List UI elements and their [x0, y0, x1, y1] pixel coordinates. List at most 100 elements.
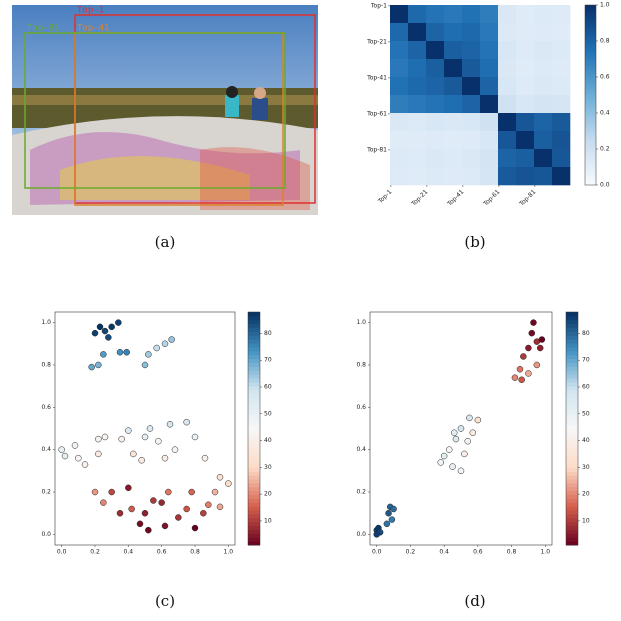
point	[216, 473, 224, 481]
colorbar-segment	[248, 378, 260, 383]
colorbar-segment	[585, 83, 596, 87]
point	[533, 361, 541, 369]
colorbar-segment	[585, 74, 596, 78]
y-tick-label: Top-1	[370, 2, 387, 9]
colorbar-tick-label: 0.2	[600, 146, 610, 153]
colorbar-segment	[248, 517, 260, 523]
colorbar-tick-label: 80	[582, 330, 590, 337]
colorbar-segment	[248, 455, 260, 461]
point	[388, 516, 396, 523]
y-tick-label: 0.6	[356, 404, 366, 411]
colorbar-segment	[248, 525, 260, 530]
colorbar-segment	[566, 498, 578, 503]
colorbar-frame	[247, 311, 261, 546]
point	[440, 452, 448, 460]
colorbar-segment	[248, 381, 260, 387]
colorbar-segment	[585, 143, 596, 147]
plot-frame	[369, 311, 553, 546]
colorbar-segment	[566, 409, 578, 414]
heatmap-cell	[516, 23, 535, 42]
point	[138, 457, 145, 464]
colorbar-segment	[248, 362, 260, 367]
point	[188, 488, 195, 496]
colorbar-segment	[585, 71, 596, 75]
point	[449, 463, 456, 470]
heatmap-cell	[480, 77, 499, 96]
colorbar-segment	[585, 92, 596, 96]
colorbar-segment	[566, 405, 578, 410]
point	[191, 524, 199, 532]
colorbar-segment	[585, 8, 596, 12]
heatmap-cell	[498, 41, 517, 60]
plot-frame	[54, 311, 236, 546]
colorbar-segment	[566, 525, 578, 530]
point	[161, 522, 169, 530]
colorbar-segment	[585, 140, 596, 144]
heatmap-cell	[516, 41, 535, 60]
point	[166, 421, 174, 428]
colorbar-segment	[585, 65, 596, 69]
colorbar-segment	[585, 137, 596, 141]
caption: (a)	[155, 233, 176, 251]
y-tick-label: 0.2	[41, 489, 51, 496]
x-tick-label: Top-41	[446, 188, 466, 208]
y-tick-label: 0.4	[41, 446, 51, 453]
heatmap-cell	[516, 131, 535, 150]
colorbar-segment	[585, 77, 596, 81]
x-tick-label: 1.0	[540, 549, 550, 556]
heatmap-cell	[426, 167, 445, 186]
colorbar-segment	[566, 374, 578, 379]
colorbar-tick-label: 80	[264, 330, 272, 337]
colorbar-segment	[248, 374, 260, 379]
point	[216, 503, 224, 511]
point	[452, 435, 460, 443]
colorbar-segment	[566, 315, 578, 321]
colorbar-segment	[585, 182, 596, 186]
colorbar-segment	[566, 358, 578, 363]
colorbar-segment	[248, 494, 260, 499]
heatmap-cell	[390, 149, 409, 168]
heatmap-cell	[408, 149, 427, 168]
colorbar-segment	[585, 59, 596, 63]
colorbar-segment	[566, 494, 578, 499]
colorbar-segment	[585, 62, 596, 66]
colorbar-segment	[585, 164, 596, 168]
colorbar-segment	[566, 385, 578, 391]
x-tick-label: Top-1	[376, 188, 393, 205]
colorbar-tick-label: 40	[582, 437, 590, 444]
heatmap-cell	[498, 77, 517, 96]
colorbar-segment	[585, 122, 596, 126]
colorbar-segment	[585, 113, 596, 117]
colorbar-segment	[585, 116, 596, 120]
colorbar-segment	[248, 331, 260, 336]
x-tick-label: 0.0	[372, 549, 382, 556]
heatmap-cell	[390, 113, 409, 132]
point	[128, 505, 135, 513]
heatmap-cell	[462, 167, 481, 186]
point	[457, 425, 465, 432]
colorbar-segment	[585, 167, 596, 171]
point	[520, 353, 527, 360]
x-tick-label: 0.8	[507, 549, 517, 556]
heatmap-cell	[408, 59, 427, 78]
heatmap-cell	[534, 5, 553, 24]
colorbar-segment	[566, 529, 578, 534]
colorbar-tick-label: 0.8	[600, 38, 610, 45]
point	[516, 365, 524, 373]
point	[116, 348, 124, 356]
heatmap-cell	[462, 131, 481, 150]
heatmap-cell	[534, 131, 553, 150]
heatmap-cell	[498, 23, 517, 42]
point	[71, 442, 79, 449]
heatmap-cell	[552, 41, 571, 60]
point	[155, 437, 162, 445]
colorbar-segment	[248, 335, 260, 340]
colorbar-segment	[566, 378, 578, 383]
colorbar-segment	[248, 315, 260, 321]
heatmap-cell	[480, 23, 499, 42]
colorbar-segment	[248, 409, 260, 414]
x-tick-label: Top-81	[518, 188, 538, 208]
colorbar-segment	[585, 131, 596, 135]
point	[101, 433, 109, 441]
x-tick-label: 0.2	[90, 549, 100, 556]
